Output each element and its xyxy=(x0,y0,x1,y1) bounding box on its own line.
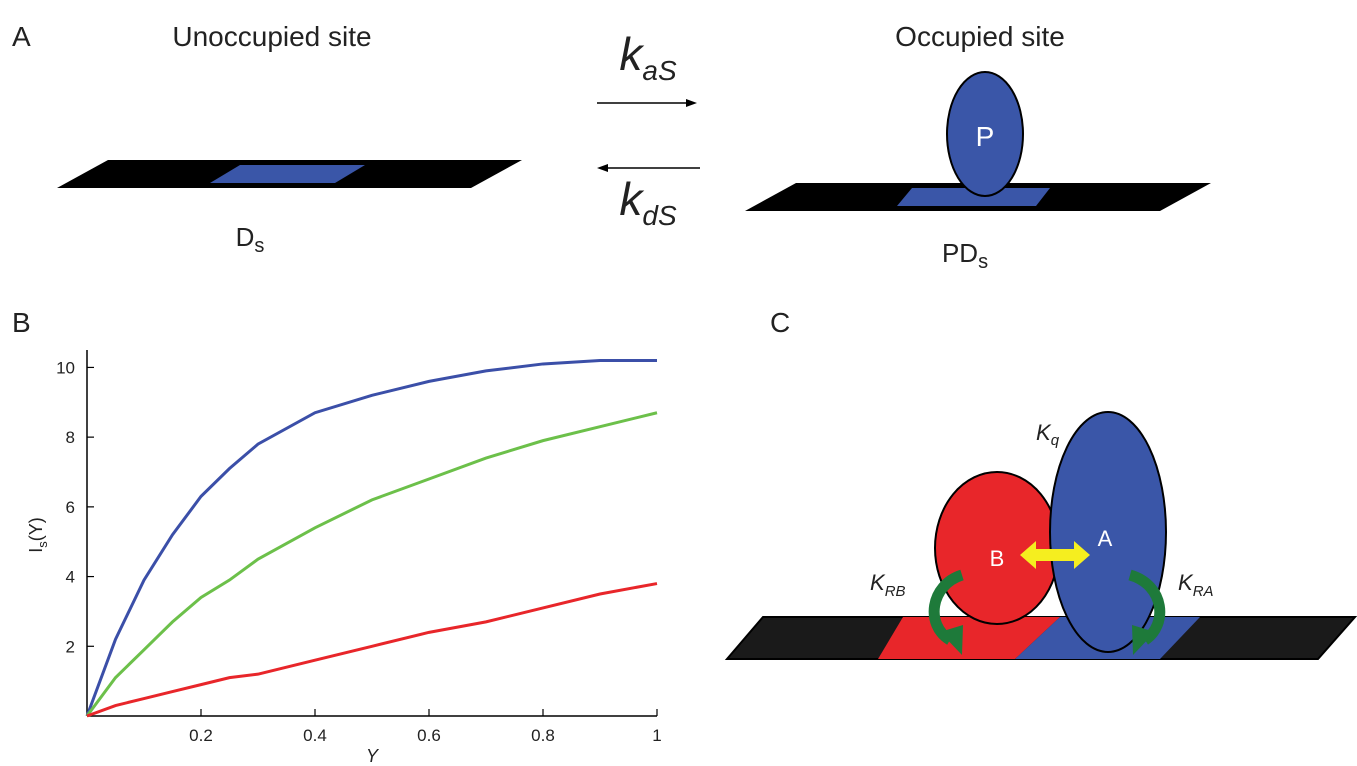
species-label: Ds xyxy=(236,222,265,257)
x-tick-label: 0.2 xyxy=(189,726,213,745)
data-line xyxy=(87,360,657,716)
protein-label: P xyxy=(976,121,995,152)
subscript: s xyxy=(254,235,264,257)
protein-label: A xyxy=(1098,526,1113,551)
subscript: s xyxy=(978,251,988,273)
symbol: k xyxy=(619,28,644,80)
protein-label: B xyxy=(990,546,1005,571)
constant-label: Kq xyxy=(1036,420,1060,449)
subscript: aS xyxy=(642,55,677,86)
y-axis-label: Is(Y) xyxy=(26,517,50,553)
symbol: D xyxy=(236,222,255,252)
data-line xyxy=(87,584,657,716)
symbol: PD xyxy=(942,238,978,268)
arrow-head xyxy=(597,164,608,172)
symbol-rest: (Y) xyxy=(26,517,46,541)
symbol: K xyxy=(870,570,886,595)
arrow-head xyxy=(686,99,697,107)
rate-forward: kaS xyxy=(619,28,677,86)
subscript: RB xyxy=(885,583,906,600)
data-line xyxy=(87,413,657,716)
left-title: Unoccupied site xyxy=(172,21,371,52)
subscript: dS xyxy=(642,200,677,231)
figure: A Unoccupied site Occupied site kaS kdS … xyxy=(0,0,1357,766)
y-tick-label: 8 xyxy=(66,428,75,447)
x-tick-label: 1 xyxy=(652,726,661,745)
y-tick-label: 10 xyxy=(56,358,75,377)
panel-label: B xyxy=(12,307,31,338)
x-tick-label: 0.4 xyxy=(303,726,327,745)
panel-label: C xyxy=(770,307,790,338)
symbol: K xyxy=(1178,570,1194,595)
rate-back: kdS xyxy=(619,173,677,231)
y-tick-label: 2 xyxy=(66,637,75,656)
page: { "panel_a": { "label": "A", "left_title… xyxy=(0,0,1357,766)
panel-label: A xyxy=(12,21,31,52)
symbol: K xyxy=(1036,420,1052,445)
x-axis-label: Y xyxy=(366,746,380,766)
x-tick-label: 0.6 xyxy=(417,726,441,745)
y-tick-label: 4 xyxy=(66,568,75,587)
constant-label: KRB xyxy=(870,570,906,600)
x-tick-label: 0.8 xyxy=(531,726,555,745)
species-label: PDs xyxy=(942,238,988,273)
constant-label: KRA xyxy=(1178,570,1214,600)
symbol: k xyxy=(619,173,644,225)
right-title: Occupied site xyxy=(895,21,1065,52)
y-tick-label: 6 xyxy=(66,498,75,517)
subscript: q xyxy=(1051,432,1060,449)
subscript: RA xyxy=(1193,583,1214,600)
